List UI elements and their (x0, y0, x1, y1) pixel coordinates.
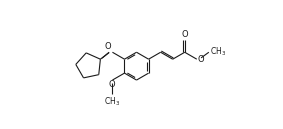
Text: O: O (182, 30, 188, 39)
Text: O: O (198, 55, 204, 64)
Text: CH$_3$: CH$_3$ (104, 95, 121, 108)
Text: O: O (109, 80, 115, 89)
Text: CH$_3$: CH$_3$ (210, 45, 226, 58)
Text: O: O (105, 42, 112, 51)
